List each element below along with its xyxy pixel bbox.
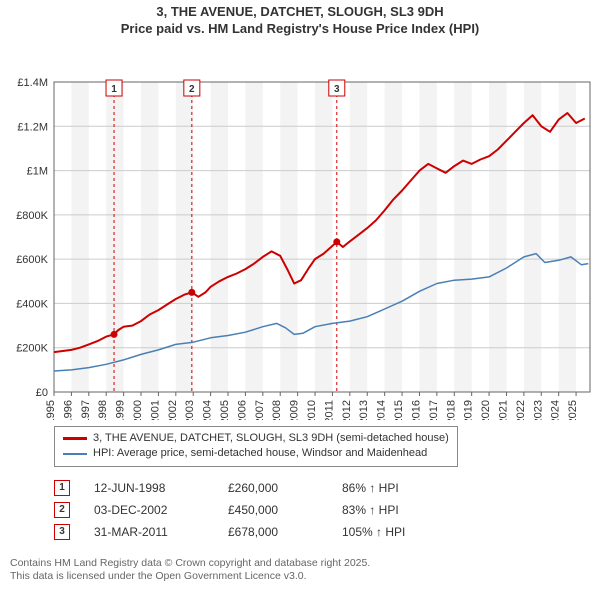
svg-text:2012: 2012 — [341, 400, 353, 420]
event-marker-box: 2 — [54, 502, 70, 518]
chart-title-line1: 3, THE AVENUE, DATCHET, SLOUGH, SL3 9DH — [10, 4, 590, 21]
event-table: 1 12-JUN-1998 £260,000 86% ↑ HPI 2 03-DEC-200… — [54, 477, 600, 543]
event-row: 2 03-DEC-2002 £450,000 83% ↑ HPI — [54, 499, 600, 521]
footer: Contains HM Land Registry data © Crown c… — [10, 557, 590, 584]
event-value: £450,000 — [228, 503, 318, 517]
svg-text:2001: 2001 — [149, 400, 161, 420]
legend-label-price: 3, THE AVENUE, DATCHET, SLOUGH, SL3 9DH … — [93, 431, 449, 446]
svg-text:2017: 2017 — [428, 400, 440, 420]
svg-text:£1.2M: £1.2M — [17, 121, 48, 133]
svg-text:£1M: £1M — [27, 165, 48, 177]
svg-text:2004: 2004 — [202, 400, 214, 420]
event-pct: 86% ↑ HPI — [342, 481, 452, 495]
svg-text:2020: 2020 — [480, 400, 492, 420]
svg-text:2011: 2011 — [323, 400, 335, 420]
svg-text:£600K: £600K — [16, 254, 48, 266]
event-date: 12-JUN-1998 — [94, 481, 204, 495]
svg-text:2019: 2019 — [463, 400, 475, 420]
svg-text:1: 1 — [111, 84, 117, 95]
svg-text:2002: 2002 — [167, 400, 179, 420]
chart-svg: £0 £200K £400K £600K £800K £1M £1.2M £1.4M 1995 1… — [0, 40, 600, 420]
legend-row-hpi: HPI: Average price, semi-detached house,… — [63, 446, 449, 461]
svg-text:2009: 2009 — [289, 400, 301, 420]
event-marker-box: 3 — [54, 524, 70, 540]
svg-text:1999: 1999 — [115, 400, 127, 420]
legend: 3, THE AVENUE, DATCHET, SLOUGH, SL3 9DH … — [54, 426, 458, 467]
svg-text:2: 2 — [189, 84, 195, 95]
legend-row-price: 3, THE AVENUE, DATCHET, SLOUGH, SL3 9DH … — [63, 431, 449, 446]
svg-text:1997: 1997 — [80, 400, 92, 420]
svg-text:1995: 1995 — [45, 400, 57, 420]
footer-line1: Contains HM Land Registry data © Crown c… — [10, 557, 590, 571]
svg-text:£1.4M: £1.4M — [17, 77, 48, 89]
svg-text:1996: 1996 — [62, 400, 74, 420]
chart-title-block: 3, THE AVENUE, DATCHET, SLOUGH, SL3 9DH … — [0, 0, 600, 40]
svg-text:2007: 2007 — [254, 400, 266, 420]
svg-text:2022: 2022 — [515, 400, 527, 420]
event-date: 31-MAR-2011 — [94, 525, 204, 539]
legend-label-hpi: HPI: Average price, semi-detached house,… — [93, 446, 427, 461]
svg-text:£800K: £800K — [16, 210, 48, 222]
svg-text:2021: 2021 — [497, 400, 509, 420]
svg-text:2010: 2010 — [306, 400, 318, 420]
event-marker-box: 1 — [54, 480, 70, 496]
svg-text:2024: 2024 — [550, 400, 562, 420]
svg-text:2005: 2005 — [219, 400, 231, 420]
legend-swatch-price — [63, 437, 87, 440]
chart-area: £0 £200K £400K £600K £800K £1M £1.2M £1.4M 1995 1… — [0, 40, 600, 420]
event-value: £260,000 — [228, 481, 318, 495]
chart-title-line2: Price paid vs. HM Land Registry's House … — [10, 21, 590, 38]
svg-text:2015: 2015 — [393, 400, 405, 420]
svg-text:2018: 2018 — [445, 400, 457, 420]
footer-line2: This data is licensed under the Open Gov… — [10, 570, 590, 584]
event-pct: 105% ↑ HPI — [342, 525, 452, 539]
event-row: 3 31-MAR-2011 £678,000 105% ↑ HPI — [54, 521, 600, 543]
event-date: 03-DEC-2002 — [94, 503, 204, 517]
svg-text:2014: 2014 — [376, 400, 388, 420]
svg-text:3: 3 — [334, 84, 340, 95]
svg-text:2006: 2006 — [236, 400, 248, 420]
event-row: 1 12-JUN-1998 £260,000 86% ↑ HPI — [54, 477, 600, 499]
svg-text:2013: 2013 — [358, 400, 370, 420]
svg-text:2008: 2008 — [271, 400, 283, 420]
svg-text:2003: 2003 — [184, 400, 196, 420]
svg-text:£400K: £400K — [16, 298, 48, 310]
svg-text:1998: 1998 — [97, 400, 109, 420]
legend-swatch-hpi — [63, 453, 87, 455]
event-pct: 83% ↑ HPI — [342, 503, 452, 517]
event-value: £678,000 — [228, 525, 318, 539]
svg-text:£200K: £200K — [16, 342, 48, 354]
svg-text:2023: 2023 — [532, 400, 544, 420]
svg-text:2025: 2025 — [567, 400, 579, 420]
svg-text:2000: 2000 — [132, 400, 144, 420]
svg-text:£0: £0 — [36, 387, 48, 399]
svg-text:2016: 2016 — [410, 400, 422, 420]
